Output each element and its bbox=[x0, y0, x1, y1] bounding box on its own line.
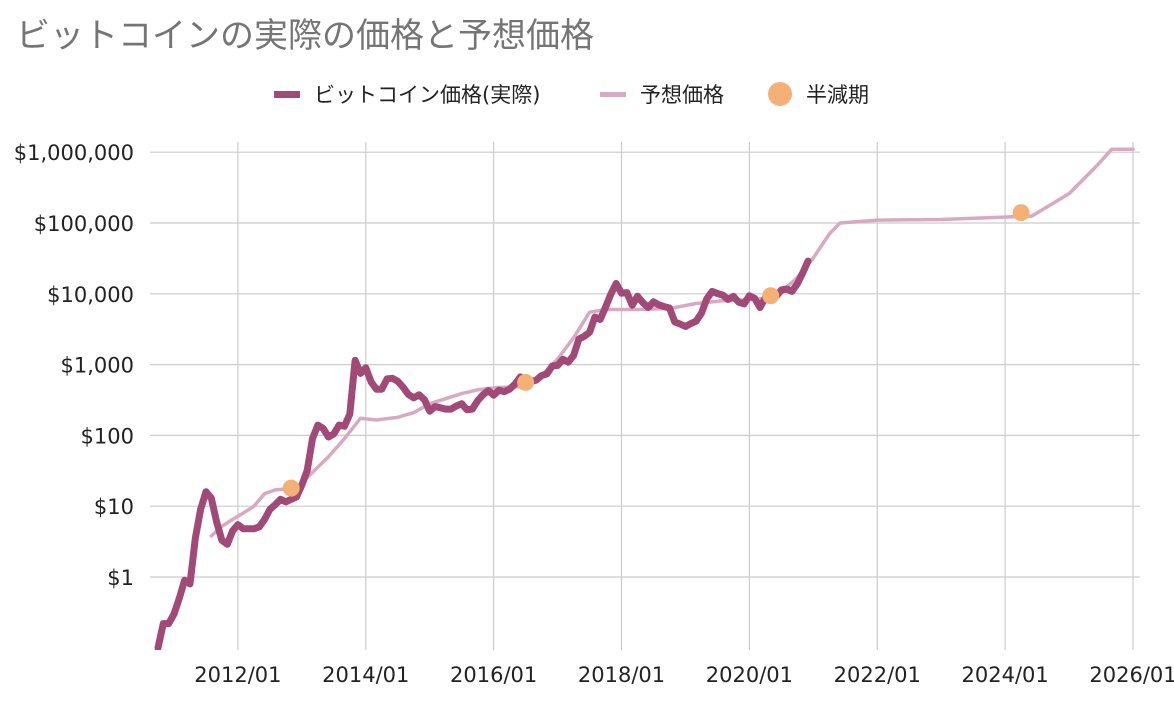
x-tick-label: 2014/01 bbox=[322, 663, 409, 687]
legend-swatch-halving bbox=[768, 82, 792, 106]
chart-title: ビットコインの実際の価格と予想価格 bbox=[16, 16, 594, 56]
y-tick-label: $1 bbox=[107, 566, 134, 590]
y-tick-label: $10 bbox=[94, 495, 134, 519]
y-tick-label: $1,000 bbox=[61, 354, 134, 378]
halving-marker[interactable] bbox=[517, 373, 535, 391]
y-tick-label: $10,000 bbox=[47, 283, 134, 307]
x-tick-label: 2016/01 bbox=[450, 663, 537, 687]
legend: ビットコイン価格(実際) 予想価格 半減期 bbox=[0, 76, 1174, 112]
halving-marker[interactable] bbox=[1012, 204, 1030, 222]
x-tick-label: 2020/01 bbox=[706, 663, 793, 687]
y-tick-label: $100,000 bbox=[34, 212, 134, 236]
y-tick-label: $1,000,000 bbox=[14, 141, 134, 165]
legend-swatch-forecast bbox=[600, 91, 626, 97]
x-tick-label: 2024/01 bbox=[962, 663, 1049, 687]
legend-swatch-actual bbox=[274, 90, 300, 98]
halving-marker[interactable] bbox=[282, 479, 300, 497]
legend-item-forecast[interactable]: 予想価格 bbox=[600, 76, 724, 112]
x-tick-label: 2012/01 bbox=[194, 663, 281, 687]
x-tick-label: 2018/01 bbox=[578, 663, 665, 687]
legend-item-actual[interactable]: ビットコイン価格(実際) bbox=[274, 76, 540, 112]
halving-marker[interactable] bbox=[762, 287, 780, 305]
series-line-actual bbox=[154, 257, 812, 650]
legend-label-forecast: 予想価格 bbox=[640, 83, 724, 107]
legend-label-halving: 半減期 bbox=[806, 83, 869, 107]
y-tick-label: $100 bbox=[81, 424, 134, 448]
legend-item-halving[interactable]: 半減期 bbox=[768, 76, 869, 112]
series-line-forecast bbox=[209, 147, 1135, 538]
x-tick-label: 2022/01 bbox=[834, 663, 921, 687]
x-tick-label: 2026/01 bbox=[1089, 663, 1174, 687]
legend-label-actual: ビットコイン価格(実際) bbox=[314, 83, 541, 107]
